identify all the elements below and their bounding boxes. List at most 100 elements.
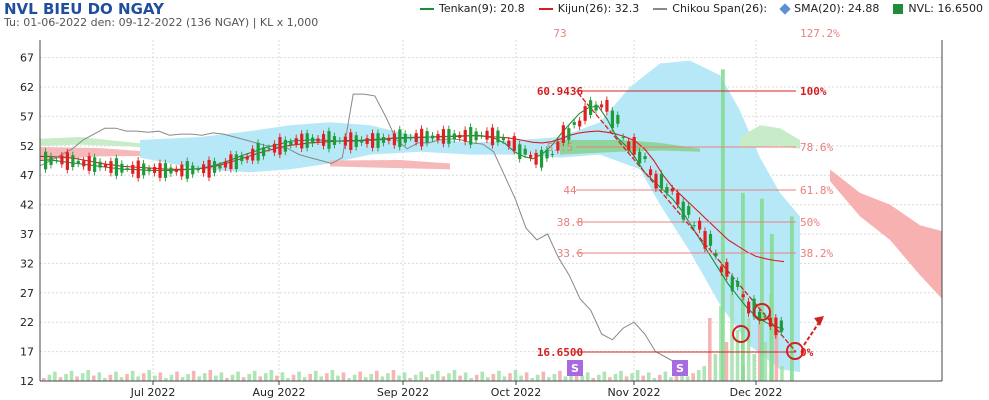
fib-pct-label: 50% — [800, 216, 820, 229]
volume-bar — [563, 376, 568, 381]
volume-bar — [497, 370, 501, 381]
legend-label-sma: SMA(20): 24.88 — [794, 2, 880, 15]
volume-bar — [730, 294, 734, 381]
candle-body — [757, 311, 762, 321]
candle-body — [708, 234, 713, 246]
arrow-head — [814, 316, 824, 326]
cloud-red-future — [830, 169, 942, 299]
volume-bar — [186, 374, 190, 381]
candle-body — [174, 169, 178, 172]
candle-body — [523, 148, 527, 155]
volume-bar — [480, 371, 485, 381]
candle-body — [736, 281, 740, 287]
legend-item-tenkan[interactable]: Tenkan(9): 20.8 — [419, 2, 525, 15]
candle-body — [545, 149, 549, 159]
candle-body — [665, 186, 669, 193]
volume-bar — [147, 370, 152, 381]
candle-body — [305, 133, 309, 148]
volume-bar — [97, 372, 102, 381]
volume-bar — [419, 371, 423, 381]
candle-body — [54, 159, 59, 161]
candle-body — [120, 163, 124, 173]
candle-body — [594, 104, 598, 111]
volume-bar — [635, 370, 640, 381]
candle-body — [425, 131, 429, 143]
volume-bar — [713, 354, 718, 381]
legend-label-tenkan: Tenkan(9): 20.8 — [438, 2, 525, 15]
fib-pct-label: 61.8% — [800, 184, 833, 197]
candle-body — [730, 276, 734, 292]
volume-bar — [585, 372, 590, 381]
candle-body — [65, 152, 69, 170]
volume-bar — [752, 354, 756, 381]
y-tick-label: 42 — [20, 199, 34, 212]
volume-bar — [430, 374, 435, 381]
volume-bar — [47, 374, 52, 381]
volume-bar — [208, 370, 213, 381]
candle-body — [207, 159, 211, 178]
volume-bar — [502, 376, 507, 381]
volume-bar — [291, 374, 296, 381]
volume-bar — [608, 377, 612, 381]
volume-spike — [721, 69, 725, 382]
candle-body — [578, 120, 582, 127]
candle-body — [763, 316, 767, 318]
volume-bar — [308, 374, 312, 381]
candle-body — [567, 128, 571, 140]
candle-body — [599, 104, 604, 108]
volume-bar — [258, 376, 263, 381]
legend-item-kijun[interactable]: Kijun(26): 32.3 — [538, 2, 639, 15]
candle-body — [768, 317, 773, 327]
signal-marker-label: S — [571, 362, 579, 375]
candle-body — [316, 138, 320, 142]
fib-left-label: 51.5 — [547, 141, 574, 154]
volume-bar — [619, 370, 623, 381]
candle-body — [643, 156, 647, 160]
volume-bar — [402, 372, 407, 381]
candle-body — [741, 294, 745, 298]
legend-label-nvl: NVL: 16.6500 — [908, 2, 983, 15]
legend-item-nvl[interactable]: NVL: 16.6500 — [893, 2, 983, 15]
candle-body — [654, 173, 658, 189]
volume-bar — [719, 306, 723, 381]
volume-bar — [75, 376, 79, 381]
volume-bar — [735, 330, 740, 381]
candle-body — [360, 139, 364, 143]
volume-bar — [386, 373, 390, 381]
volume-bar — [413, 374, 418, 381]
candle-body — [485, 130, 489, 140]
candle-body — [376, 133, 380, 148]
candle-body — [349, 132, 353, 150]
candle-body — [354, 135, 358, 148]
candle-body — [256, 142, 260, 161]
volume-bar — [191, 370, 196, 381]
volume-bar — [325, 373, 329, 381]
volume-bar — [552, 374, 557, 381]
legend-swatch-nvl — [893, 3, 904, 14]
volume-bar — [202, 373, 207, 381]
volume-spike — [770, 234, 774, 381]
volume-bar — [408, 378, 412, 381]
volume-bar — [513, 370, 518, 381]
fib-left-label: 60.9436 — [537, 85, 584, 98]
y-tick-label: 52 — [20, 140, 34, 153]
volume-bar — [369, 374, 374, 381]
volume-bar — [341, 372, 346, 381]
candle-body — [572, 122, 576, 125]
fib-pct-label: 78.6% — [800, 141, 833, 154]
fib-left-label: 33.6 — [557, 247, 584, 260]
candle-body — [332, 136, 337, 145]
legend-item-chikou[interactable]: Chikou Span(26): — [653, 2, 767, 15]
y-tick-label: 32 — [20, 257, 34, 270]
candle-body — [267, 148, 271, 150]
volume-bar — [86, 370, 90, 381]
volume-bar — [64, 374, 68, 381]
candle-body — [703, 231, 707, 249]
volume-bar — [302, 377, 307, 381]
volume-bar — [708, 318, 712, 381]
volume-bar — [663, 371, 668, 381]
y-tick-label: 12 — [20, 375, 34, 388]
candle-body — [387, 137, 391, 141]
legend-item-sma[interactable]: SMA(20): 24.88 — [779, 2, 880, 15]
volume-bar — [441, 376, 446, 381]
